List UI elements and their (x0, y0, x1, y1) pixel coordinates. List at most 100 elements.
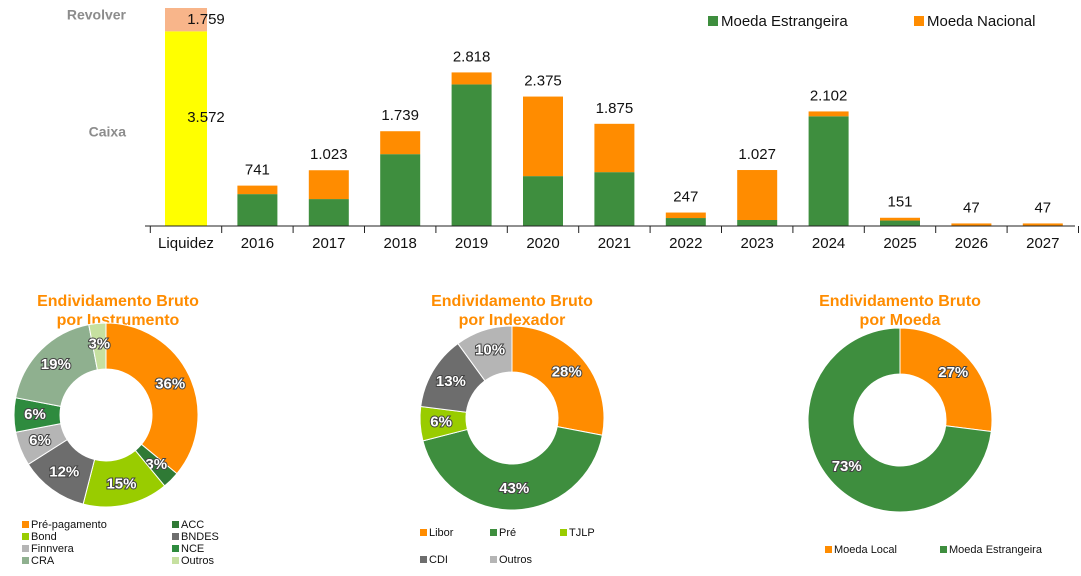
legend-swatch (22, 557, 29, 564)
liquidity-segment (165, 31, 207, 226)
total-label: 1.739 (381, 107, 419, 124)
legend-swatch (172, 521, 179, 528)
bar-segment (451, 84, 492, 226)
liquidity-value-label: 1.759 (187, 11, 225, 28)
x-tick-label: 2016 (241, 235, 274, 252)
legend-label: NCE (181, 543, 204, 555)
legend-swatch (708, 16, 718, 26)
slice-label: 15% (106, 475, 136, 492)
x-tick-label: 2026 (955, 235, 988, 252)
x-tick-label: 2023 (741, 235, 774, 252)
bar-segment (737, 170, 778, 221)
bar-segment (308, 199, 349, 226)
legend-label: Finnvera (31, 543, 75, 555)
legend-label: BNDES (181, 531, 219, 543)
legend-swatch (490, 529, 497, 536)
donut-slice (88, 322, 107, 371)
total-label: 2.102 (810, 87, 848, 104)
bar-segment (951, 223, 992, 226)
total-label: 151 (887, 194, 912, 211)
plot-area (165, 8, 1063, 226)
legend-swatch (914, 16, 924, 26)
legend-swatch (172, 545, 179, 552)
x-tick-label: 2017 (312, 235, 345, 252)
slice-label: 6% (430, 413, 452, 430)
slice-label: 73% (832, 458, 862, 475)
donut-title: por Moeda (860, 312, 941, 329)
bar-segment (523, 96, 563, 177)
donut-slice (422, 426, 603, 511)
x-tick-label: Liquidez (158, 235, 214, 252)
liquidity-segment (165, 8, 207, 32)
legend-swatch (420, 529, 427, 536)
total-label: 741 (245, 162, 270, 179)
slice-label: 13% (436, 373, 466, 390)
legend-swatch (172, 533, 179, 540)
slice-label: 10% (475, 341, 505, 358)
bar-segment (380, 131, 421, 155)
total-label: 1.027 (738, 146, 776, 163)
legend-label: CDI (429, 554, 448, 566)
x-tick-label: 2018 (384, 235, 417, 252)
bar-segment (380, 154, 421, 226)
legend-label: Pré (499, 527, 516, 539)
liquidity-value-label: 3.572 (187, 109, 225, 126)
legend-swatch (420, 556, 427, 563)
bar-segment (665, 218, 706, 226)
bar-segment (880, 220, 920, 226)
legend-swatch (940, 546, 947, 553)
x-tick-label: 2027 (1026, 235, 1059, 252)
donut-title: Endividamento Bruto (37, 293, 199, 310)
legend-swatch (560, 529, 567, 536)
slice-label: 3% (88, 335, 110, 352)
legend-swatch (22, 533, 29, 540)
bar-segment (594, 172, 635, 226)
donut-title: Endividamento Bruto (431, 293, 593, 310)
legend-label: Libor (429, 527, 454, 539)
slice-label: 6% (29, 432, 51, 449)
x-tick-label: 2022 (669, 235, 702, 252)
bar-segment (237, 185, 278, 195)
x-tick-label: 2019 (455, 235, 488, 252)
donut-title: Endividamento Bruto (819, 293, 981, 310)
bar-segment (308, 170, 349, 200)
donut-slice (807, 327, 992, 513)
slice-label: 12% (49, 463, 79, 480)
bar-segment (237, 194, 278, 226)
legend-swatch (172, 557, 179, 564)
donut-title: por Indexador (459, 312, 566, 329)
donut-slice (511, 325, 605, 436)
total-label: 1.023 (310, 146, 348, 163)
total-label: 2.818 (453, 48, 491, 65)
legend-label: Bond (31, 531, 57, 543)
x-tick-label: 2024 (812, 235, 845, 252)
legend-swatch (825, 546, 832, 553)
legend-label: Moeda Estrangeira (721, 13, 848, 30)
slice-label: 43% (499, 480, 529, 497)
legend-label: Moeda Local (834, 544, 897, 556)
donut-slice (105, 322, 199, 475)
liquidity-label: Caixa (89, 124, 127, 140)
x-tick-label: 2020 (526, 235, 559, 252)
legend-label: TJLP (569, 527, 595, 539)
total-label: 47 (1034, 199, 1051, 216)
bar-segment (737, 220, 778, 226)
slice-label: 27% (938, 364, 968, 381)
bar-segment (451, 72, 492, 85)
total-label: 1.875 (596, 100, 634, 117)
legend-label: ACC (181, 519, 204, 531)
donut-slice (899, 327, 993, 433)
bar-segment (665, 212, 706, 219)
legend-label: Moeda Estrangeira (949, 544, 1043, 556)
liquidity-label: Revolver (67, 7, 127, 23)
legend-swatch (490, 556, 497, 563)
legend-label: CRA (31, 555, 55, 567)
total-label: 47 (963, 199, 980, 216)
bar-segment (808, 116, 849, 226)
total-label: 2.375 (524, 73, 562, 90)
bar-segment (594, 123, 635, 173)
slice-label: 19% (41, 356, 71, 373)
total-label: 247 (673, 189, 698, 206)
bar-segment (880, 217, 920, 221)
